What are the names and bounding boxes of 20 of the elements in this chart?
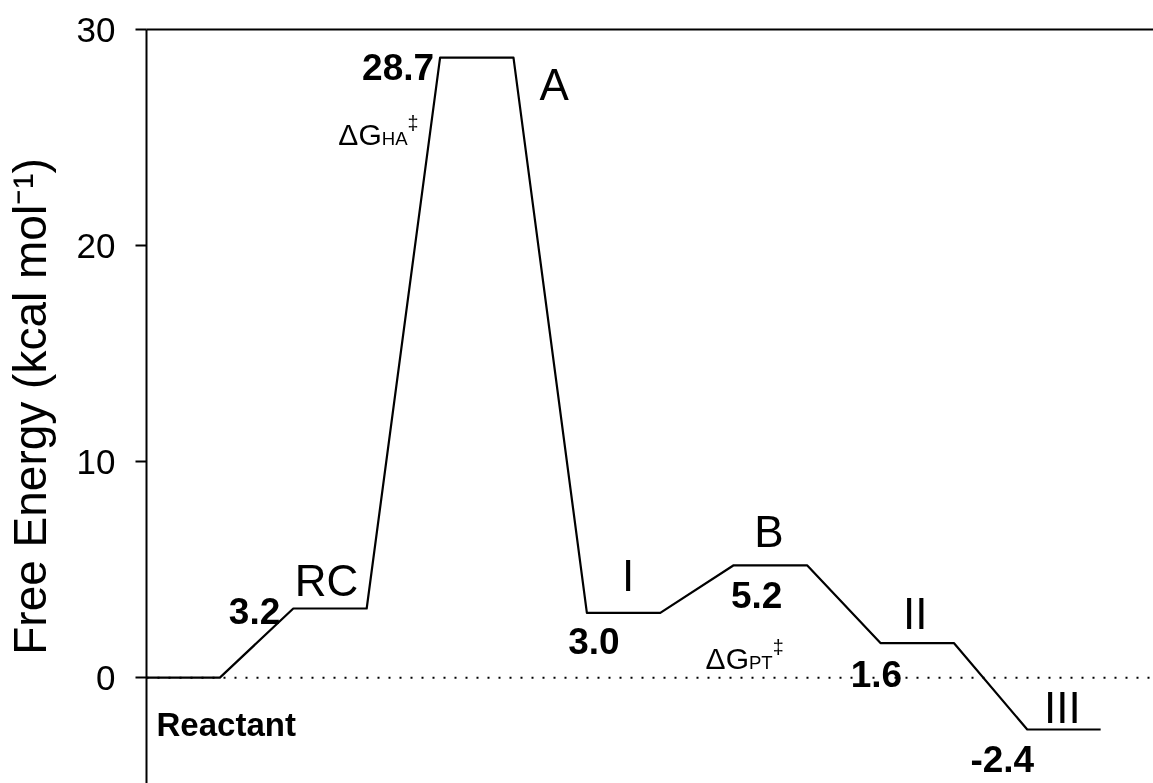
annotation: RC (294, 556, 359, 605)
y-tick-label: 10 (76, 441, 116, 481)
data-label: 3.2 (228, 590, 281, 632)
annotation: III (1044, 682, 1081, 732)
annotation: II (902, 588, 928, 638)
annotation: A (539, 60, 570, 110)
annotation: ΔGHA‡ (338, 112, 419, 151)
annotation: B (754, 506, 784, 556)
y-tick-label: 20 (76, 225, 116, 265)
annotation: I (621, 551, 635, 601)
data-label: 1.6 (850, 654, 903, 696)
y-tick-label: 0 (96, 657, 116, 697)
data-label: 3.0 (568, 620, 620, 662)
annotation: Reactant (156, 706, 296, 744)
annotation: ΔGPT‡ (705, 636, 784, 675)
data-label: -2.4 (970, 739, 1035, 781)
data-label: 5.2 (730, 575, 783, 617)
data-label: 28.7 (362, 46, 435, 88)
y-axis-title: Free Energy (kcal mol⁻¹) (3, 158, 56, 655)
y-tick-label: 30 (76, 9, 116, 49)
